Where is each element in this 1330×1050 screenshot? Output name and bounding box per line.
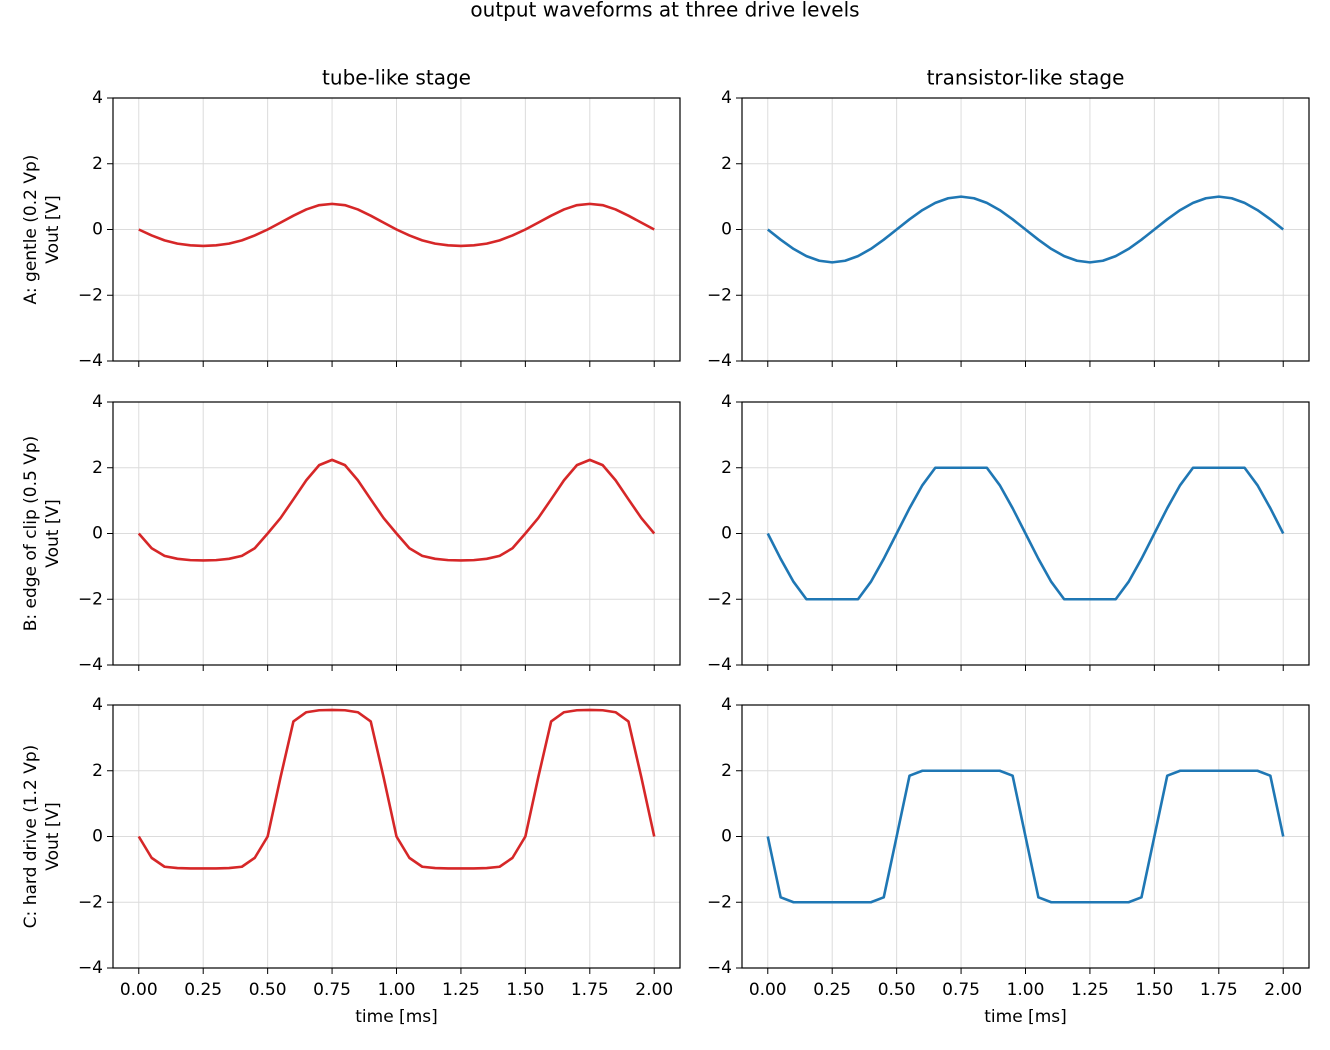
axes-frame [112, 401, 681, 666]
subplot-title: transistor-like stage [927, 66, 1125, 90]
y-tick-label: −2 [78, 892, 103, 912]
waveform-line [766, 466, 1285, 601]
x-tick-label: 1.75 [571, 980, 609, 1000]
y-tick-label: −2 [707, 589, 732, 609]
y-axis-label: Vout [V] [43, 195, 63, 263]
axes-frame [741, 401, 1310, 666]
x-tick-label: 0.25 [184, 980, 222, 1000]
x-tick-label: 2.00 [1264, 980, 1302, 1000]
y-axis-label: Vout [V] [43, 802, 63, 870]
y-axis-label: A: gentle (0.2 Vp) [21, 155, 41, 305]
waveform-line [766, 195, 1285, 264]
x-tick-label: 1.00 [378, 980, 416, 1000]
axes-frame [741, 704, 1310, 969]
x-tick-label: 1.75 [1200, 980, 1238, 1000]
waveform-line [138, 202, 655, 248]
y-tick-label: −4 [707, 655, 732, 675]
x-tick-label: 0.75 [313, 980, 351, 1000]
y-tick-label: −4 [707, 351, 732, 371]
y-tick-label: −4 [78, 958, 103, 978]
y-tick-label: 0 [92, 524, 103, 544]
figure-title: output waveforms at three drive levels [470, 0, 859, 22]
y-tick-label: 2 [92, 761, 103, 781]
x-tick-label: 1.25 [1071, 980, 1109, 1000]
y-tick-label: 2 [721, 761, 732, 781]
y-tick-label: 2 [92, 154, 103, 174]
y-tick-label: 2 [92, 458, 103, 478]
y-tick-label: 2 [721, 154, 732, 174]
y-tick-label: −4 [78, 351, 103, 371]
y-tick-label: −2 [78, 589, 103, 609]
y-tick-label: 4 [92, 695, 103, 715]
waveform-line [137, 458, 656, 562]
y-tick-label: −4 [78, 655, 103, 675]
waveform-line [137, 708, 656, 870]
x-tick-label: 0.00 [120, 980, 158, 1000]
x-tick-label: 1.50 [506, 980, 544, 1000]
subplot-title: tube-like stage [322, 66, 471, 90]
y-tick-label: 0 [721, 827, 732, 847]
x-tick-label: 0.75 [942, 980, 980, 1000]
waveform-line [766, 769, 1285, 904]
y-tick-label: 0 [721, 524, 732, 544]
y-tick-label: 4 [721, 392, 732, 412]
axes-frame [741, 97, 1310, 362]
x-tick-label: 1.50 [1135, 980, 1173, 1000]
axes-frame [112, 704, 681, 969]
x-tick-label: 0.50 [249, 980, 287, 1000]
x-tick-label: 0.25 [813, 980, 851, 1000]
y-tick-label: 4 [721, 88, 732, 108]
y-tick-label: −4 [707, 958, 732, 978]
y-tick-label: −2 [707, 892, 732, 912]
y-tick-label: 0 [92, 827, 103, 847]
x-tick-label: 1.00 [1007, 980, 1045, 1000]
x-tick-label: 1.25 [442, 980, 480, 1000]
y-tick-label: 4 [92, 392, 103, 412]
y-axis-label: B: edge of clip (0.5 Vp) [21, 436, 41, 632]
y-tick-label: 4 [721, 695, 732, 715]
y-tick-label: 0 [92, 220, 103, 240]
y-tick-label: −2 [78, 285, 103, 305]
y-axis-label: C: hard drive (1.2 Vp) [21, 745, 41, 929]
x-tick-label: 0.50 [878, 980, 916, 1000]
x-axis-label: time [ms] [355, 1007, 438, 1027]
x-tick-label: 2.00 [635, 980, 673, 1000]
y-tick-label: −2 [707, 285, 732, 305]
x-tick-label: 0.00 [749, 980, 787, 1000]
x-axis-label: time [ms] [984, 1007, 1067, 1027]
y-tick-label: 4 [92, 88, 103, 108]
y-axis-label: Vout [V] [43, 499, 63, 567]
y-tick-label: 2 [721, 458, 732, 478]
axes-frame [112, 97, 681, 362]
y-tick-label: 0 [721, 220, 732, 240]
